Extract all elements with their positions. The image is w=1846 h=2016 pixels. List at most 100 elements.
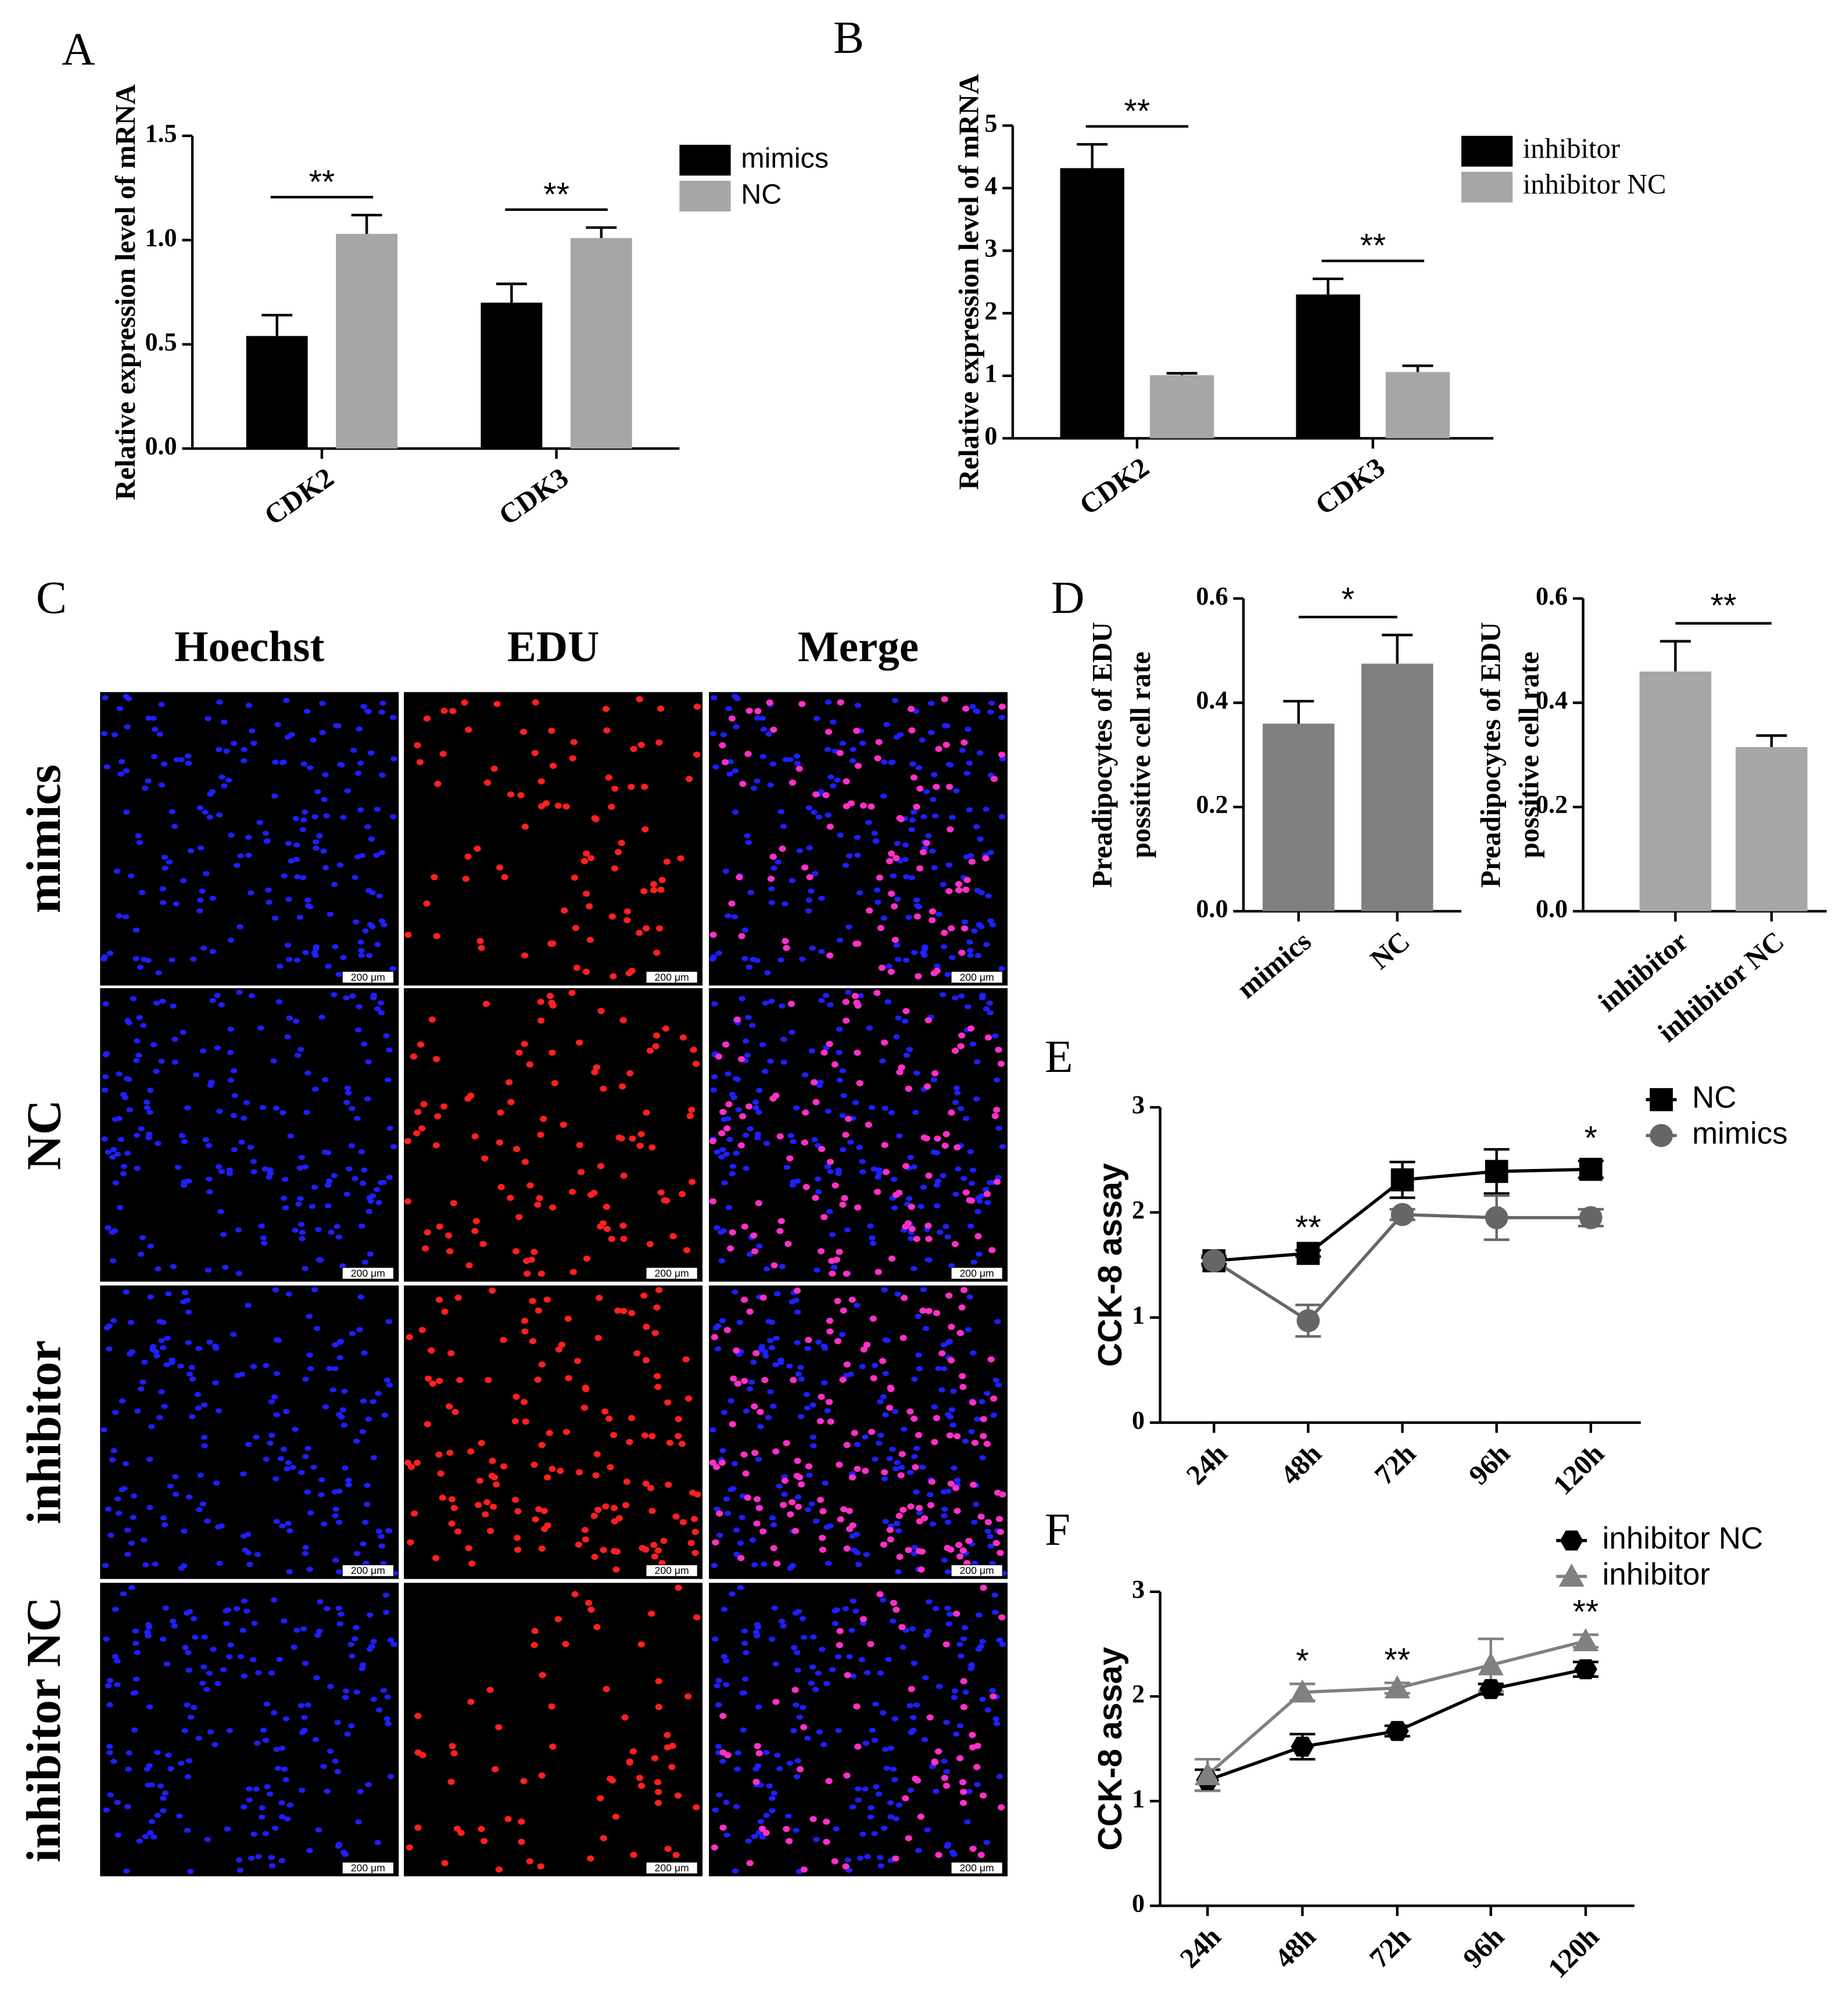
edu-nucleus — [729, 1229, 736, 1236]
nucleus — [844, 1227, 851, 1233]
nucleus — [921, 1737, 929, 1742]
edu-nucleus — [507, 1099, 515, 1106]
edu-nucleus — [537, 1863, 544, 1870]
edu-nucleus — [666, 1440, 674, 1446]
nucleus — [276, 1656, 283, 1662]
edu-nucleus — [998, 1614, 1006, 1621]
nucleus — [996, 1774, 1003, 1780]
nucleus — [754, 715, 761, 721]
nucleus — [282, 698, 290, 704]
nucleus — [106, 1744, 113, 1749]
nucleus — [974, 1208, 981, 1214]
nucleus — [777, 809, 785, 815]
micrograph-background — [404, 1285, 703, 1579]
edu-nucleus — [682, 1356, 690, 1363]
edu-nucleus — [851, 1430, 858, 1436]
nucleus — [123, 1868, 130, 1874]
nucleus — [715, 1744, 722, 1749]
edu-nucleus — [820, 1049, 828, 1056]
nucleus — [849, 758, 856, 763]
edu-nucleus — [512, 1146, 521, 1153]
edu-nucleus — [669, 1233, 677, 1240]
edu-nucleus — [934, 1135, 941, 1142]
nucleus — [145, 778, 152, 784]
nucleus — [334, 1720, 341, 1726]
nucleus — [884, 999, 891, 1005]
edu-nucleus — [715, 1053, 723, 1060]
nucleus — [880, 793, 887, 799]
nucleus — [336, 1340, 343, 1345]
edu-nucleus — [623, 1479, 631, 1485]
nucleus — [236, 1867, 244, 1873]
nucleus — [945, 862, 953, 868]
nucleus — [769, 1795, 776, 1801]
edu-nucleus — [685, 1395, 693, 1402]
edu-nucleus — [626, 1439, 633, 1445]
edu-nucleus — [483, 779, 492, 786]
edu-nucleus — [886, 858, 894, 864]
nucleus — [755, 1457, 762, 1462]
nucleus — [762, 1353, 769, 1359]
edu-nucleus — [924, 1017, 932, 1024]
nucleus — [102, 1074, 109, 1079]
edu-nucleus — [959, 1789, 967, 1795]
nucleus — [107, 1533, 114, 1538]
nucleus — [169, 957, 175, 963]
nucleus — [103, 1807, 110, 1813]
nucleus — [912, 1110, 919, 1115]
edu-nucleus — [468, 1561, 476, 1567]
edu-nucleus — [842, 1131, 849, 1138]
nucleus — [729, 1171, 736, 1176]
nucleus — [983, 1839, 990, 1845]
nucleus — [880, 1394, 887, 1400]
nucleus — [360, 1167, 368, 1173]
edu-nucleus — [888, 891, 895, 897]
nucleus — [365, 1416, 372, 1422]
nucleus — [347, 1642, 354, 1647]
edu-nucleus — [759, 1528, 767, 1535]
edu-nucleus — [495, 1866, 503, 1873]
edu-nucleus — [879, 1358, 887, 1364]
nucleus — [264, 838, 271, 844]
y-tick-label: 0.6 — [1536, 582, 1568, 610]
nucleus — [282, 1409, 290, 1414]
edu-nucleus — [690, 1516, 698, 1522]
nucleus — [275, 1337, 282, 1343]
edu-nucleus — [997, 1549, 1004, 1556]
nucleus — [340, 955, 347, 960]
nucleus — [862, 1434, 869, 1440]
nucleus — [226, 1728, 234, 1734]
nucleus — [352, 1176, 359, 1181]
nucleus — [793, 1649, 801, 1655]
nucleus — [951, 1688, 959, 1694]
nucleus — [352, 874, 359, 880]
edu-nucleus — [581, 1527, 589, 1533]
edu-nucleus — [868, 803, 875, 810]
edu-nucleus — [580, 1404, 589, 1411]
nucleus — [381, 922, 388, 928]
edu-nucleus — [534, 1376, 542, 1383]
edu-nucleus — [603, 727, 611, 734]
nucleus — [123, 768, 130, 774]
nucleus — [780, 823, 787, 829]
nucleus — [298, 1788, 306, 1793]
nucleus — [281, 873, 288, 878]
edu-nucleus — [479, 1240, 487, 1247]
nucleus — [201, 1634, 208, 1640]
nucleus — [944, 1412, 952, 1418]
nucleus — [379, 700, 386, 706]
nucleus — [196, 805, 204, 810]
nucleus — [299, 875, 307, 881]
edu-nucleus — [734, 1380, 741, 1387]
nucleus — [357, 1789, 364, 1794]
nucleus — [209, 949, 216, 955]
nucleus — [212, 1380, 219, 1386]
nucleus — [105, 1506, 112, 1512]
edu-nucleus — [557, 1468, 564, 1474]
nucleus — [818, 998, 825, 1003]
nucleus — [389, 715, 397, 720]
nucleus — [160, 761, 168, 767]
edu-nucleus — [537, 1131, 544, 1138]
scale-bar — [342, 1861, 394, 1874]
edu-nucleus — [836, 1628, 844, 1634]
